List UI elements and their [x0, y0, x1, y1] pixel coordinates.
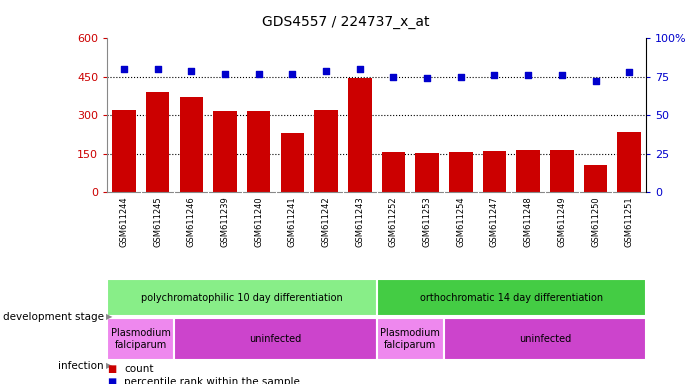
Bar: [444, 318, 646, 360]
Point: [522, 72, 533, 78]
Bar: [107, 279, 377, 316]
Text: ■: ■: [107, 377, 116, 384]
Text: GSM611244: GSM611244: [120, 196, 129, 247]
Point: [455, 74, 466, 80]
Bar: [449, 152, 473, 192]
Point: [624, 69, 635, 75]
Bar: [174, 318, 377, 360]
Text: GSM611239: GSM611239: [220, 196, 229, 247]
Point: [388, 74, 399, 80]
Bar: [214, 111, 237, 192]
Point: [321, 68, 332, 74]
Text: GSM611249: GSM611249: [558, 196, 567, 247]
Text: GSM611252: GSM611252: [389, 196, 398, 247]
Point: [220, 71, 231, 77]
Bar: [314, 110, 338, 192]
Bar: [415, 153, 439, 192]
Bar: [483, 151, 507, 192]
Bar: [377, 318, 444, 360]
Text: GSM611247: GSM611247: [490, 196, 499, 247]
Text: ▶: ▶: [106, 361, 112, 370]
Point: [186, 68, 197, 74]
Text: infection: infection: [58, 361, 104, 371]
Text: Plasmodium
falciparum: Plasmodium falciparum: [111, 328, 171, 350]
Bar: [550, 150, 574, 192]
Text: uninfected: uninfected: [519, 334, 571, 344]
Point: [556, 72, 567, 78]
Text: GSM611240: GSM611240: [254, 196, 263, 247]
Text: GSM611253: GSM611253: [423, 196, 432, 247]
Bar: [348, 78, 372, 192]
Bar: [584, 165, 607, 192]
Text: GSM611241: GSM611241: [288, 196, 297, 247]
Point: [287, 71, 298, 77]
Point: [489, 72, 500, 78]
Text: GSM611242: GSM611242: [321, 196, 330, 247]
Text: ▶: ▶: [106, 312, 112, 321]
Text: GSM611243: GSM611243: [355, 196, 364, 247]
Text: GSM611254: GSM611254: [456, 196, 465, 247]
Text: ■: ■: [107, 364, 116, 374]
Bar: [107, 318, 174, 360]
Text: percentile rank within the sample: percentile rank within the sample: [124, 377, 301, 384]
Point: [253, 71, 264, 77]
Text: GSM611245: GSM611245: [153, 196, 162, 247]
Bar: [112, 110, 135, 192]
Point: [590, 78, 601, 84]
Bar: [146, 92, 169, 192]
Point: [118, 66, 129, 72]
Bar: [618, 132, 641, 192]
Text: uninfected: uninfected: [249, 334, 302, 344]
Text: count: count: [124, 364, 154, 374]
Text: polychromatophilic 10 day differentiation: polychromatophilic 10 day differentiatio…: [141, 293, 343, 303]
Point: [422, 75, 433, 81]
Text: GSM611251: GSM611251: [625, 196, 634, 247]
Bar: [381, 152, 405, 192]
Bar: [516, 150, 540, 192]
Text: GSM611248: GSM611248: [524, 196, 533, 247]
Point: [152, 66, 163, 72]
Bar: [180, 97, 203, 192]
Point: [354, 66, 366, 72]
Text: orthochromatic 14 day differentiation: orthochromatic 14 day differentiation: [419, 293, 603, 303]
Text: GDS4557 / 224737_x_at: GDS4557 / 224737_x_at: [262, 15, 429, 29]
Bar: [247, 111, 270, 192]
Text: GSM611250: GSM611250: [591, 196, 600, 247]
Bar: [377, 279, 646, 316]
Text: development stage: development stage: [3, 312, 104, 322]
Text: Plasmodium
falciparum: Plasmodium falciparum: [380, 328, 440, 350]
Text: GSM611246: GSM611246: [187, 196, 196, 247]
Bar: [281, 133, 304, 192]
